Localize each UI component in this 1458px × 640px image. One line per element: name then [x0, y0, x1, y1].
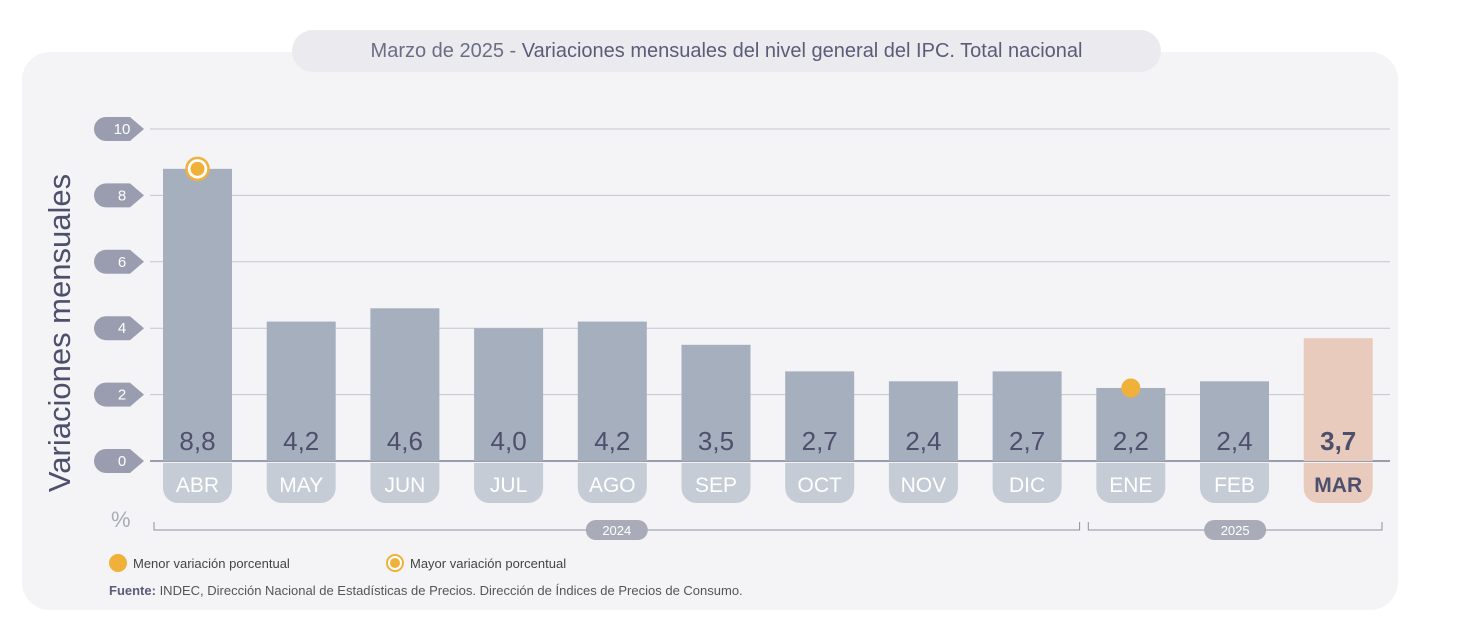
- min-marker: [1121, 378, 1141, 398]
- chart-title: Marzo de 2025 - Variaciones mensuales de…: [292, 30, 1161, 72]
- value-label: 8,8: [179, 426, 215, 456]
- y-tick-label: 0: [118, 453, 126, 470]
- y-tick-pill: [94, 183, 144, 208]
- y-tick-label: 10: [114, 121, 131, 138]
- bar: [1096, 387, 1166, 461]
- category-tab: [992, 463, 1062, 504]
- category-label: JUL: [490, 474, 527, 497]
- value-label: 4,0: [491, 426, 527, 456]
- legend-min: Menor variación porcentual: [109, 554, 290, 572]
- unit-label: %: [111, 507, 131, 532]
- bar: [266, 321, 336, 461]
- value-label: 2,7: [802, 426, 838, 456]
- year-label: 2025: [1221, 523, 1250, 538]
- value-label: 3,7: [1320, 426, 1356, 456]
- bar: [785, 371, 855, 461]
- y-tick-pill: [94, 117, 144, 141]
- category-label: OCT: [798, 474, 843, 497]
- category-tab: [1200, 463, 1269, 503]
- bar: [1200, 381, 1269, 461]
- value-label: 4,2: [594, 426, 630, 456]
- source-label: Fuente:: [109, 583, 156, 598]
- category-tab: [785, 463, 855, 504]
- value-label: 2,4: [1216, 426, 1252, 456]
- category-tab: [163, 463, 232, 503]
- max-marker-dot: [190, 161, 205, 176]
- bar: [1303, 338, 1373, 461]
- bar: [681, 344, 751, 461]
- legend-min-label: Menor variación porcentual: [133, 555, 290, 571]
- bar: [370, 308, 440, 461]
- category-tab: [266, 463, 336, 504]
- title-text: Variaciones mensuales del nivel general …: [521, 40, 1083, 62]
- category-tab: [888, 463, 958, 504]
- bar: [474, 328, 544, 461]
- y-tick-pill: [94, 249, 144, 274]
- bar: [577, 321, 647, 461]
- category-label: JUN: [384, 474, 425, 497]
- y-tick-label: 6: [118, 254, 126, 271]
- category-label: FEB: [1214, 474, 1255, 497]
- bar: [992, 371, 1062, 461]
- title-separator: -: [503, 40, 522, 62]
- y-tick-pill: [94, 382, 144, 407]
- value-label: 4,6: [387, 426, 423, 456]
- category-label: MAR: [1314, 474, 1362, 497]
- year-pill: [585, 520, 648, 540]
- category-label: AGO: [589, 474, 636, 497]
- category-tab: [474, 463, 544, 504]
- category-label: ABR: [176, 474, 219, 497]
- min-marker-icon: [109, 554, 127, 572]
- category-label: ENE: [1109, 474, 1152, 497]
- legend-max: Mayor variación porcentual: [386, 554, 566, 572]
- legend-max-label: Mayor variación porcentual: [410, 555, 567, 571]
- category-tab: [1096, 463, 1166, 504]
- chart-card: [22, 52, 1398, 610]
- value-label: 2,4: [905, 426, 941, 456]
- category-label: NOV: [901, 474, 947, 497]
- bar: [163, 168, 232, 461]
- y-tick-label: 4: [118, 320, 126, 337]
- y-tick-pill: [94, 449, 144, 473]
- y-tick-label: 8: [118, 187, 126, 204]
- category-tab: [681, 463, 751, 504]
- category-label: MAY: [279, 474, 323, 497]
- y-tick-pill: [94, 316, 144, 341]
- category-tab: [577, 463, 647, 504]
- category-label: SEP: [695, 474, 737, 497]
- value-label: 2,7: [1009, 426, 1045, 456]
- category-label: DIC: [1009, 474, 1045, 497]
- value-label: 2,2: [1113, 426, 1149, 456]
- bar: [888, 381, 958, 461]
- category-tab: [1303, 463, 1373, 504]
- year-pill: [1204, 520, 1267, 540]
- year-label: 2024: [602, 523, 631, 538]
- y-tick-label: 2: [118, 387, 126, 404]
- title-date: Marzo de 2025: [370, 40, 504, 62]
- max-marker-icon: [386, 554, 404, 572]
- source-text: INDEC, Dirección Nacional de Estadística…: [155, 583, 743, 598]
- value-label: 3,5: [698, 426, 734, 456]
- source-note: Fuente: INDEC, Dirección Nacional de Est…: [109, 583, 743, 598]
- value-label: 4,2: [283, 426, 319, 456]
- category-tab: [370, 463, 440, 504]
